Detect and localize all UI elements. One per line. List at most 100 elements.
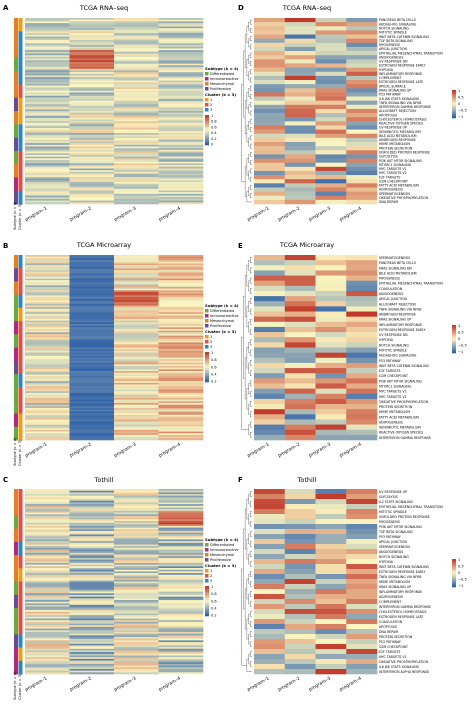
- heat-cell: [114, 574, 159, 577]
- heat-cell: [114, 278, 159, 281]
- heat-cell: [158, 334, 204, 337]
- heat-cell: [69, 347, 115, 350]
- pathway-label: APOPTOSIS: [379, 113, 397, 117]
- heat-cell: [69, 615, 115, 618]
- colorbar-tick: 0.6: [211, 125, 217, 129]
- heat-cell: [69, 591, 115, 594]
- heat-cell: [158, 574, 204, 577]
- heat-cell: [346, 624, 378, 630]
- heat-cell: [114, 663, 159, 666]
- heat-cell: [25, 99, 70, 102]
- heat-cell: [69, 144, 115, 147]
- heat-cell: [315, 34, 347, 39]
- heat-cell: [315, 549, 347, 555]
- heat-cell: [25, 376, 70, 379]
- heat-cell: [284, 514, 316, 520]
- heat-cell: [114, 347, 159, 350]
- heat-cell: [346, 84, 378, 89]
- heat-cell: [114, 531, 159, 534]
- colorbar-cell: [452, 108, 456, 110]
- heat-cell: [114, 312, 159, 315]
- heat-cell: [69, 67, 115, 70]
- heat-cell: [69, 310, 115, 313]
- heat-cell: [114, 360, 159, 363]
- subtype-track-cell: [14, 255, 18, 269]
- heat-cell: [69, 542, 115, 545]
- panel-title: Tothill: [94, 476, 114, 484]
- colorbar-cell: [205, 611, 209, 614]
- heat-cell: [158, 360, 204, 363]
- heat-cell: [69, 534, 115, 537]
- heat-cell: [25, 645, 70, 648]
- heat-cell: [114, 187, 159, 190]
- legend-subtype-title: Subtype (k = 4): [205, 537, 239, 542]
- pathway-label: CHOLESTEROL HOMEOSTASIS: [379, 117, 427, 121]
- heat-cell: [158, 539, 204, 542]
- heat-cell: [114, 408, 159, 411]
- heat-cell: [114, 667, 159, 670]
- heat-cell: [158, 352, 204, 355]
- dendrogram-branch: [248, 38, 251, 48]
- heat-cell: [114, 581, 159, 584]
- heat-cell: [69, 160, 115, 163]
- heat-cell: [25, 596, 70, 599]
- heat-cell: [114, 146, 159, 149]
- colorbar-cell: [452, 585, 456, 588]
- heat-cell: [114, 85, 159, 88]
- heat-cell: [69, 334, 115, 337]
- heat-cell: [315, 337, 347, 343]
- heat-cell: [25, 369, 70, 372]
- heat-cell: [114, 290, 159, 293]
- pathway-label: G2M CHECKPOINT: [379, 645, 408, 649]
- heat-cell: [158, 549, 204, 552]
- pathway-label: HEME METABOLISM: [379, 142, 410, 146]
- heat-cell: [346, 337, 378, 343]
- heat-cell: [114, 372, 159, 375]
- heat-cell: [114, 608, 159, 611]
- heat-cell: [69, 161, 115, 164]
- pathway-label: P53 PATHWAY: [379, 93, 401, 97]
- heat-cell: [69, 188, 115, 191]
- legend-cluster-title: Cluster (k = 3): [205, 92, 236, 97]
- colorbar-cell: [452, 337, 456, 340]
- heat-cell: [25, 154, 70, 157]
- heat-cell: [69, 127, 115, 130]
- heat-cell: [346, 75, 378, 81]
- heat-cell: [69, 355, 115, 358]
- heat-cell: [69, 589, 115, 592]
- colorbar-tick: 0: [458, 337, 461, 341]
- heat-cell: [114, 339, 159, 342]
- heat-cell: [158, 31, 204, 34]
- dendrogram-branch: [248, 553, 251, 565]
- heat-cell: [25, 308, 70, 311]
- heat-cell: [25, 285, 70, 288]
- heat-cell: [69, 594, 115, 597]
- heat-cell: [114, 547, 159, 550]
- heat-cell: [114, 613, 159, 616]
- heat-cell: [284, 125, 316, 130]
- pathway-label: ESTROGEN RESPONSE EARLY: [379, 328, 425, 332]
- pathway-label: MITOTIC SPINDLE: [379, 510, 407, 514]
- dendrogram-branch: [248, 137, 251, 147]
- heat-cell: [25, 280, 70, 283]
- dendrogram-branch: [248, 121, 251, 130]
- heat-cell: [315, 142, 347, 147]
- heat-cell: [346, 619, 378, 625]
- heat-cell: [25, 114, 70, 117]
- program-label: program–2: [277, 675, 301, 692]
- heat-cell: [114, 175, 159, 178]
- heat-cell: [69, 268, 115, 271]
- heat-cell: [254, 84, 286, 89]
- legend-cluster-label: 1: [210, 98, 212, 102]
- heat-cell: [69, 613, 115, 616]
- heat-cell: [69, 94, 115, 97]
- colorbar-cell: [452, 563, 456, 565]
- heat-cell: [25, 349, 70, 352]
- heat-cell: [69, 271, 115, 274]
- heat-cell: [158, 364, 204, 367]
- subtype-track-cell: [14, 581, 18, 596]
- heat-cell: [114, 305, 159, 308]
- heat-cell: [114, 270, 159, 273]
- heat-cell: [346, 311, 378, 317]
